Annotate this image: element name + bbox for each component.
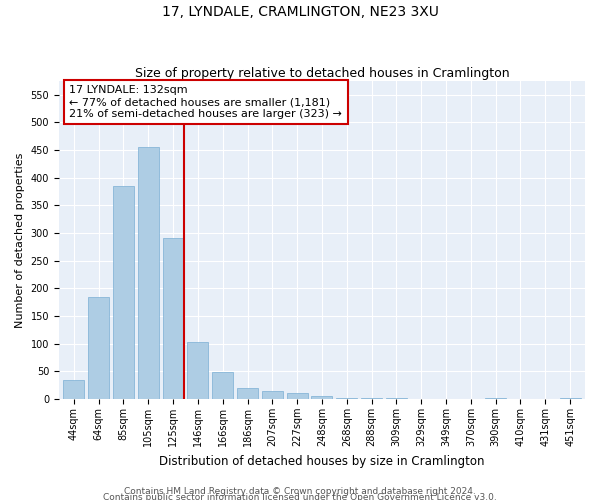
- Bar: [361, 398, 382, 399]
- Bar: [336, 398, 358, 399]
- X-axis label: Distribution of detached houses by size in Cramlington: Distribution of detached houses by size …: [159, 454, 485, 468]
- Bar: [262, 390, 283, 399]
- Bar: [212, 372, 233, 399]
- Bar: [137, 147, 159, 399]
- Text: 17, LYNDALE, CRAMLINGTON, NE23 3XU: 17, LYNDALE, CRAMLINGTON, NE23 3XU: [161, 5, 439, 19]
- Bar: [287, 394, 308, 399]
- Y-axis label: Number of detached properties: Number of detached properties: [15, 152, 25, 328]
- Bar: [88, 296, 109, 399]
- Bar: [560, 398, 581, 399]
- Bar: [163, 238, 184, 399]
- Bar: [386, 398, 407, 399]
- Title: Size of property relative to detached houses in Cramlington: Size of property relative to detached ho…: [134, 66, 509, 80]
- Text: Contains public sector information licensed under the Open Government Licence v3: Contains public sector information licen…: [103, 492, 497, 500]
- Text: Contains HM Land Registry data © Crown copyright and database right 2024.: Contains HM Land Registry data © Crown c…: [124, 487, 476, 496]
- Bar: [113, 186, 134, 399]
- Bar: [187, 342, 208, 399]
- Text: 17 LYNDALE: 132sqm
← 77% of detached houses are smaller (1,181)
21% of semi-deta: 17 LYNDALE: 132sqm ← 77% of detached hou…: [70, 86, 342, 118]
- Bar: [311, 396, 332, 399]
- Bar: [63, 380, 85, 399]
- Bar: [485, 398, 506, 399]
- Bar: [237, 388, 258, 399]
